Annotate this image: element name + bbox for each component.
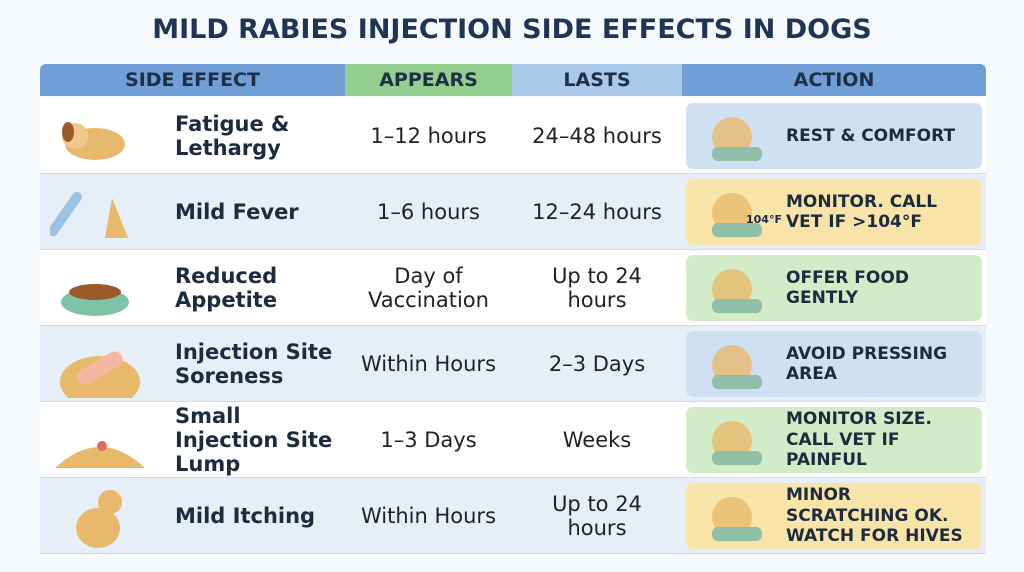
icon [60, 351, 140, 408]
icon [62, 122, 125, 160]
action-icon [692, 259, 782, 317]
action-icon [692, 411, 782, 469]
column-header: LASTS [512, 64, 682, 96]
action-box: 104°F MONITOR. CALL VET IF >104°F [686, 179, 982, 245]
icon [55, 441, 145, 468]
table-row: Reduced Appetite Day of Vaccination Up to … [40, 250, 986, 326]
side-effect-icon [50, 254, 150, 322]
side-effect: Injection Site Soreness [175, 339, 333, 388]
action-icon [692, 487, 782, 545]
action-icon-art [712, 193, 762, 237]
action-box: MONITOR SIZE. CALL VET IF PAINFUL [686, 407, 982, 473]
action-icon-art [712, 117, 762, 161]
action-icon [692, 107, 782, 165]
action-icon [692, 335, 782, 393]
action: REST & COMFORT [786, 125, 956, 146]
appears: Within Hours [360, 351, 497, 376]
action-box: MINOR SCRATCHING OK. WATCH FOR HIVES [686, 483, 982, 549]
lasts: 12–24 hours [532, 199, 662, 224]
action: AVOID PRESSING AREA [786, 343, 948, 384]
side-effect: Mild Fever [175, 199, 299, 224]
appears: Within Hours [360, 503, 497, 528]
table-row: Mild Fever 1–6 hours 12–24 hours 104°F MONIT… [40, 174, 986, 250]
side-effect: Fatigue & Lethargy [175, 111, 290, 160]
table-row: Fatigue & Lethargy 1–12 hours 24–48 hours R… [40, 98, 986, 174]
side-effect: Reduced Appetite [175, 263, 278, 312]
side-effect: Mild Itching [175, 503, 316, 528]
appears: 1–12 hours [370, 123, 487, 148]
icon-label: 104°F [746, 213, 782, 226]
icon [61, 284, 129, 316]
action-icon: 104°F [692, 183, 782, 241]
action-icon-art [712, 269, 762, 313]
appears: 1–3 Days [380, 427, 477, 452]
action-icon-art [712, 497, 762, 541]
action: MINOR SCRATCHING OK. WATCH FOR HIVES [786, 485, 963, 547]
table-row: Injection Site Soreness Within Hours 2–3 D… [40, 326, 986, 408]
icon [76, 490, 122, 548]
action: MONITOR. CALL VET IF >104°F [786, 191, 938, 232]
lasts: Weeks [562, 427, 632, 452]
column-header: SIDE EFFECT [40, 64, 345, 96]
action-box: REST & COMFORT [686, 103, 982, 169]
lasts: Up to 24 hours [552, 263, 642, 312]
side-effect-icon [47, 178, 150, 246]
lasts: 24–48 hours [532, 123, 662, 148]
appears: Day of Vaccination [368, 263, 489, 312]
column-header: ACTION [682, 64, 986, 96]
action-icon-art [712, 345, 762, 389]
icon [47, 191, 128, 238]
lasts: 2–3 Days [548, 351, 646, 376]
appears: 1–6 hours [377, 199, 480, 224]
action-box: OFFER FOOD GENTLY [686, 255, 982, 321]
action: OFFER FOOD GENTLY [786, 267, 909, 308]
side-effect-icon [50, 102, 150, 170]
action: MONITOR SIZE. CALL VET IF PAINFUL [786, 409, 932, 471]
side-effect-icon [50, 330, 150, 408]
lasts: Up to 24 hours [552, 491, 642, 540]
table-row: Small Injection Site Lump 1–3 Days Weeks MO… [40, 402, 986, 478]
action-icon-art [712, 421, 762, 465]
side-effect-icon [50, 406, 150, 474]
table-row: Mild Itching Within Hours Up to 24 hours MI… [40, 478, 986, 554]
action-box: AVOID PRESSING AREA [686, 331, 982, 397]
column-header: APPEARS [345, 64, 512, 96]
side-effect-icon [50, 482, 150, 550]
side-effect: Small Injection Site Lump [175, 403, 333, 477]
title: MILD RABIES INJECTION SIDE EFFECTS IN DO… [152, 14, 872, 45]
